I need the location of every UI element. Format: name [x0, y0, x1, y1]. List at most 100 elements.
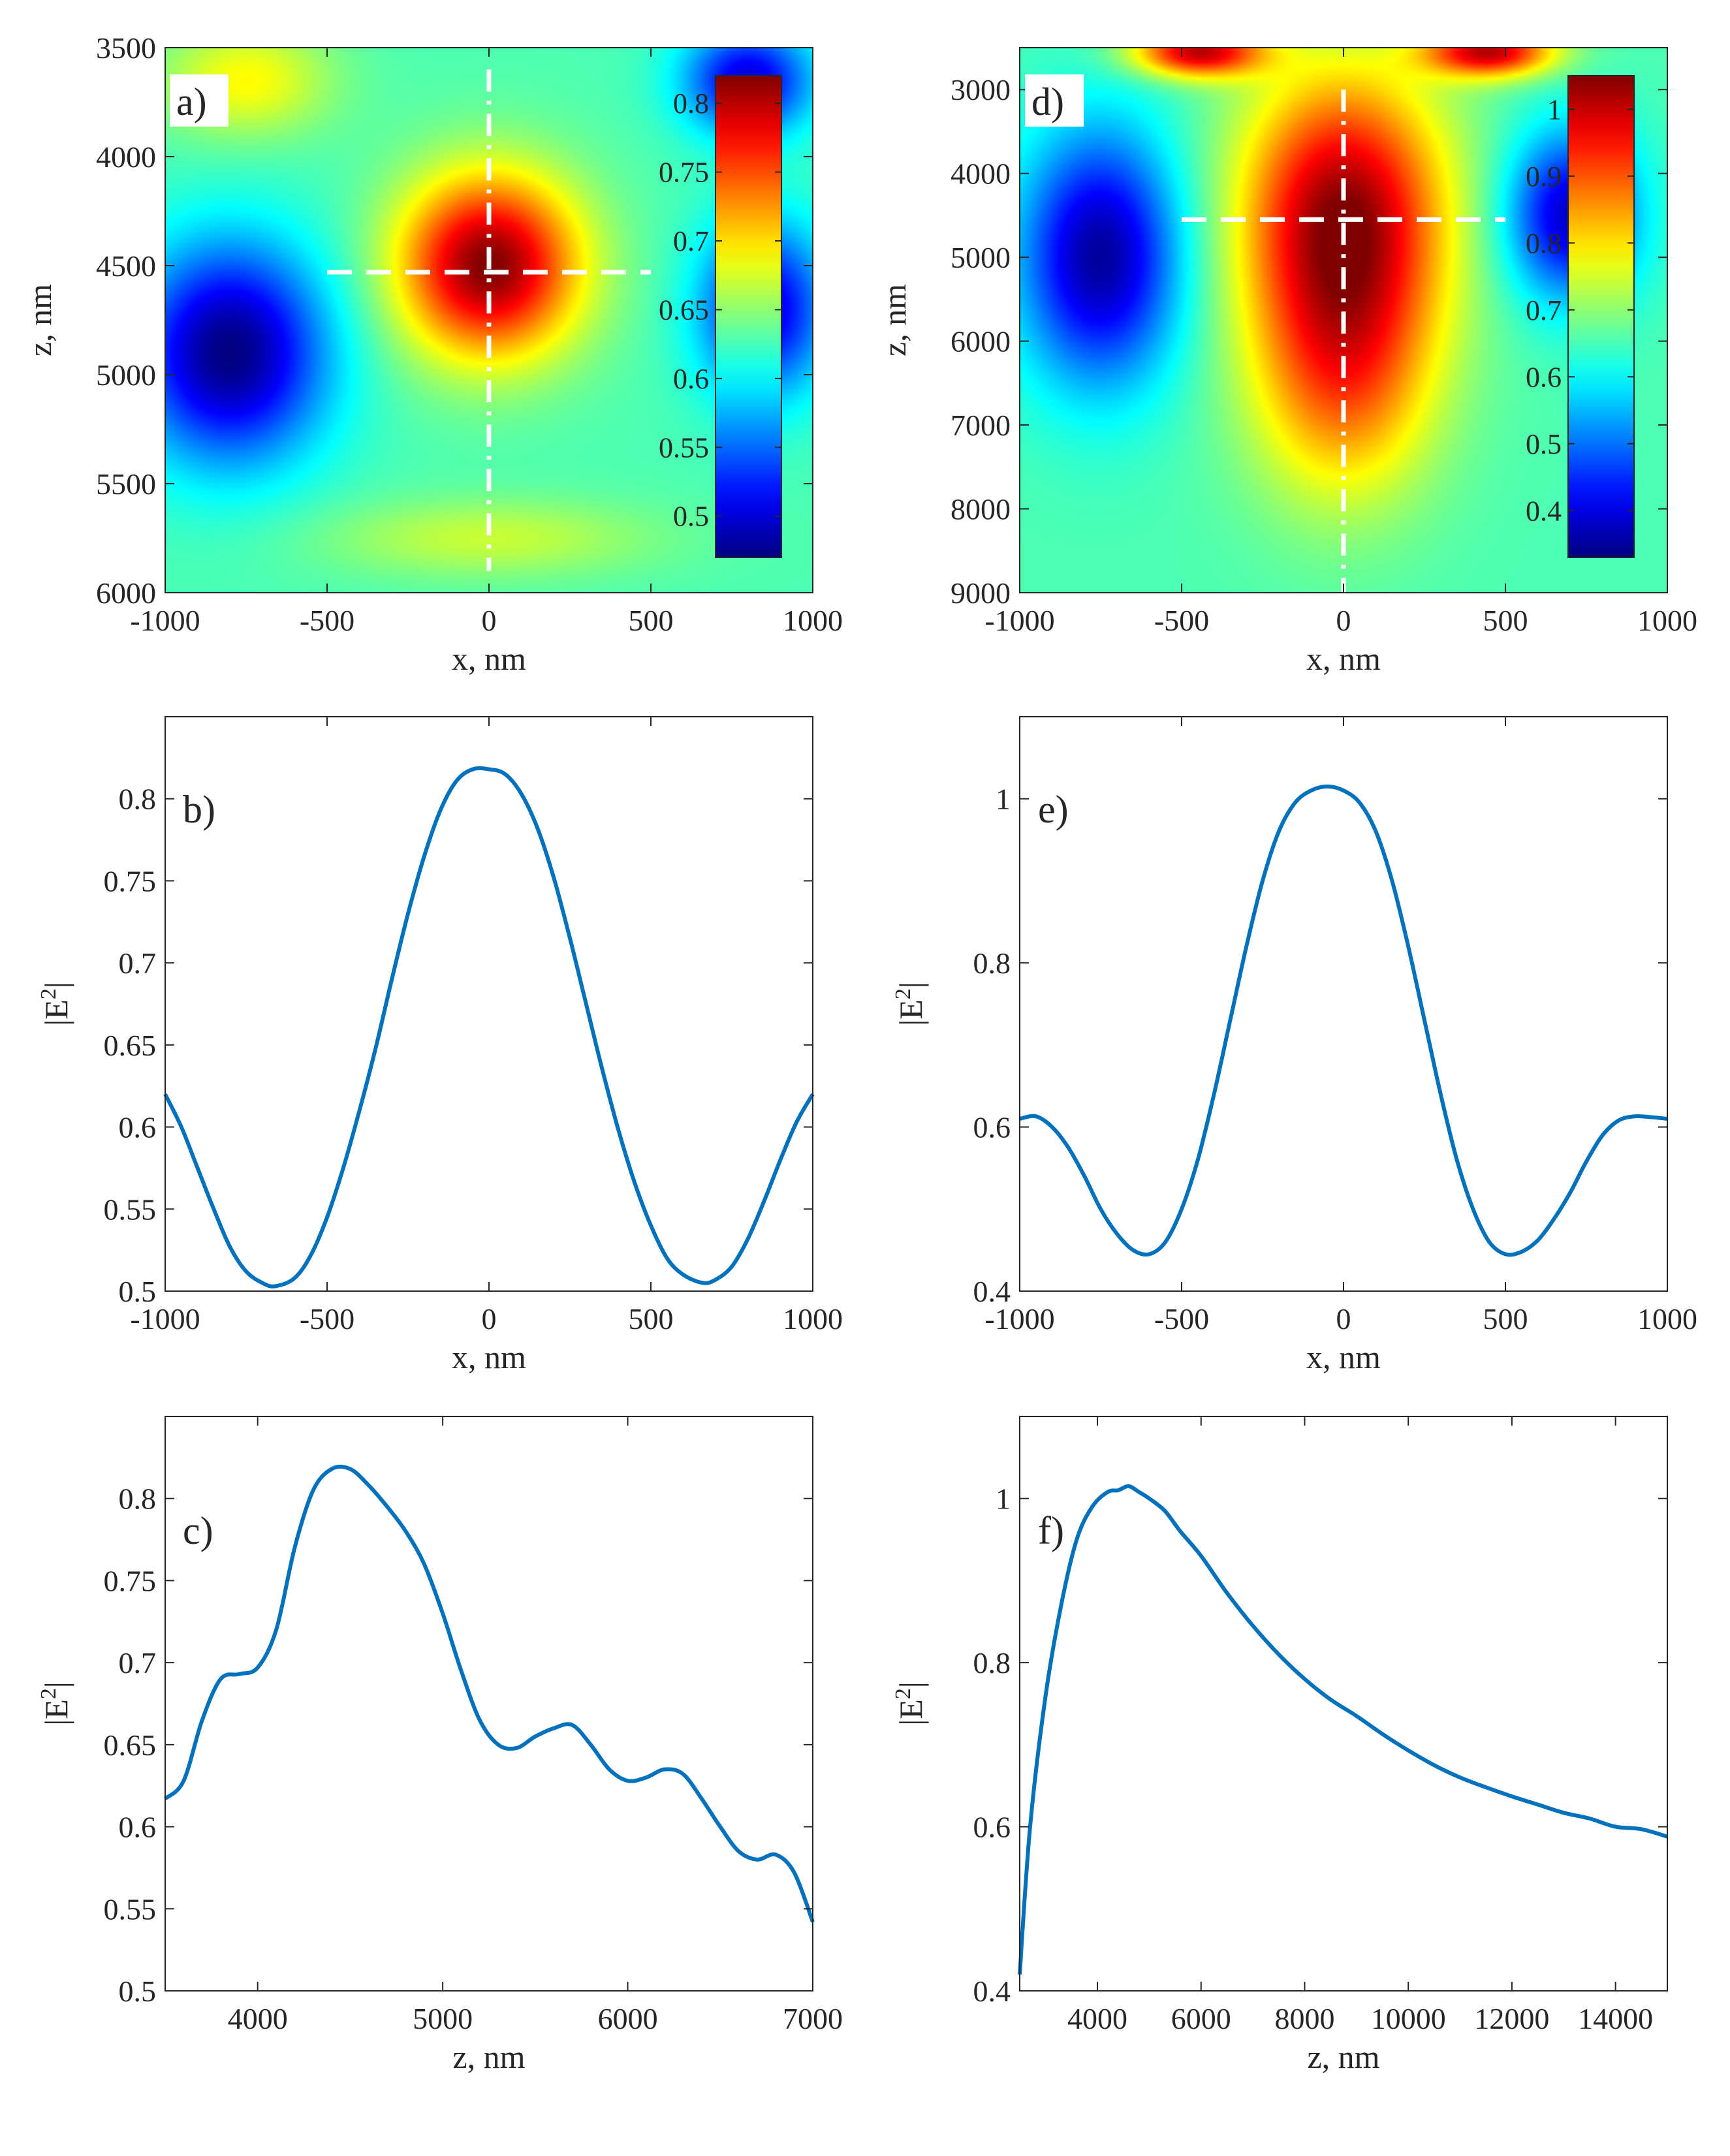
- x-tick-label: 1000: [1637, 1302, 1697, 1336]
- y-tick-label: 5000: [951, 241, 1011, 274]
- x-tick-label: 6000: [598, 2002, 658, 2035]
- y-axis-label: |E2|: [891, 1681, 929, 1726]
- plot-background: [1020, 1416, 1667, 1991]
- y-tick-label: 9000: [951, 576, 1011, 610]
- colorbar-tick-label: 0.4: [1526, 495, 1562, 527]
- y-tick-label: 0.6: [119, 1111, 157, 1144]
- line-panel-c: 4000 5000 6000 7000 0.5 0.55 0.6 0.65 0.7 0.75 0.8…: [37, 1416, 843, 2075]
- x-tick-label: 10000: [1371, 2002, 1446, 2035]
- y-tick-label: 0.7: [119, 946, 157, 980]
- x-tick-label: 0: [1336, 604, 1351, 637]
- y-tick-label: 0.8: [119, 1482, 157, 1516]
- colorbar: [715, 75, 782, 558]
- colorbar-tick-label: 0.5: [1526, 428, 1562, 460]
- y-tick-label: 1: [996, 783, 1011, 816]
- y-tick-label: 0.75: [104, 864, 157, 898]
- line-panel-e: -1000 -500 0 500 1000 0.4 0.6 0.8 1 x, nm |E2| e): [891, 716, 1697, 1375]
- heatmap-panel-a: -1000 -500 0 500 1000 3500 4000 4500 5000 5500 600…: [22, 31, 843, 677]
- x-tick-label: 0: [482, 604, 497, 637]
- plot-background: [165, 717, 813, 1291]
- colorbar-tick-label: 0.55: [659, 431, 709, 463]
- panel-label: b): [183, 788, 215, 831]
- x-tick-label: 1000: [783, 604, 843, 637]
- y-tick-label: 0.6: [119, 1811, 157, 1844]
- x-tick-label: -1000: [130, 604, 200, 637]
- colorbar-tick-label: 0.5: [673, 501, 709, 533]
- plot-background: [165, 1416, 813, 1991]
- x-tick-label: -500: [1154, 1302, 1209, 1336]
- colorbar-tick-label: 0.9: [1526, 161, 1562, 193]
- y-tick-label: 0.65: [104, 1029, 157, 1062]
- series-line: [163, 1464, 815, 1923]
- y-axis-label: z, nm: [876, 284, 913, 356]
- y-tick-label: 4500: [96, 249, 156, 283]
- x-tick-label: 4000: [1067, 2002, 1127, 2035]
- x-tick-label: 8000: [1274, 2002, 1334, 2035]
- y-tick-label: 4000: [96, 140, 156, 174]
- x-tick-label: 500: [1483, 1302, 1528, 1336]
- y-tick-label: 5500: [96, 467, 156, 501]
- y-tick-label: 0.4: [973, 1275, 1011, 1308]
- panel-label: d): [1031, 80, 1064, 123]
- x-tick-label: 6000: [1171, 2002, 1231, 2035]
- y-tick-label: 6000: [951, 325, 1011, 358]
- colorbar-tick-label: 0.7: [1526, 294, 1562, 326]
- x-tick-label: -1000: [130, 1302, 200, 1336]
- series-line: [163, 766, 815, 1289]
- panel-label: f): [1038, 1509, 1064, 1552]
- y-tick-label: 7000: [951, 409, 1011, 442]
- panel-label-box: [1025, 74, 1084, 127]
- y-tick-label: 0.55: [104, 1892, 157, 1926]
- y-tick-label: 8000: [951, 493, 1011, 526]
- colorbar-tick-label: 0.8: [1526, 227, 1562, 259]
- plot-frame-c: [165, 1416, 813, 1992]
- y-tick-label: 0.65: [104, 1728, 157, 1762]
- colorbar-tick-label: 0.7: [673, 225, 709, 257]
- y-tick-label: 1: [996, 1482, 1011, 1516]
- x-axis-label: x, nm: [1306, 1339, 1381, 1375]
- x-tick-label: 0: [1336, 1302, 1351, 1336]
- panel-label: a): [176, 80, 207, 123]
- y-tick-label: 3000: [951, 73, 1011, 106]
- panel-label-box: [170, 74, 228, 127]
- y-tick-label: 0.8: [973, 946, 1011, 980]
- y-tick-label: 0.5: [119, 1275, 157, 1308]
- line-panel-b: -1000 -500 0 500 1000 0.5 0.55 0.6 0.65 0.7 0.75 0.…: [37, 716, 843, 1375]
- y-tick-label: 5000: [96, 358, 156, 392]
- y-tick-label: 0.75: [104, 1564, 157, 1597]
- x-tick-label: 7000: [783, 2002, 843, 2035]
- x-tick-label: 1000: [783, 1302, 843, 1336]
- series-line: [1019, 784, 1668, 1257]
- colorbar-tick-label: 0.75: [659, 157, 709, 189]
- y-tick-label: 0.4: [973, 1975, 1011, 2008]
- y-tick-label: 0.8: [973, 1646, 1011, 1679]
- x-tick-label: 500: [1483, 604, 1528, 637]
- panel-label: c): [183, 1509, 213, 1552]
- y-tick-label: 6000: [96, 576, 156, 610]
- y-tick-label: 0.55: [104, 1193, 157, 1226]
- y-axis-label: |E2|: [37, 982, 74, 1026]
- x-tick-label: 4000: [228, 2002, 288, 2035]
- x-tick-label: -1000: [984, 1302, 1054, 1336]
- y-tick-label: 0.5: [119, 1975, 157, 2008]
- colorbar-tick-label: 0.65: [659, 294, 709, 326]
- x-tick-label: -500: [300, 604, 354, 637]
- x-axis-label: z, nm: [1307, 2039, 1379, 2075]
- x-axis-label: x, nm: [452, 1339, 526, 1375]
- colorbar-tick-label: 0.6: [1526, 361, 1562, 393]
- y-tick-label: 4000: [951, 157, 1011, 191]
- x-axis-label: x, nm: [1306, 640, 1381, 677]
- panel-label: e): [1038, 788, 1069, 831]
- heatmap-panel-d: -1000 -500 0 500 1000 3000 4000 5000 6000 7000 800…: [876, 47, 1697, 677]
- x-axis-label: z, nm: [452, 2039, 525, 2075]
- x-tick-label: 1000: [1637, 604, 1697, 637]
- y-tick-label: 3500: [96, 31, 156, 65]
- plot-background: [1020, 717, 1667, 1291]
- x-tick-label: 14000: [1578, 2002, 1653, 2035]
- x-axis-label: x, nm: [452, 640, 526, 677]
- y-axis-label: |E2|: [891, 982, 929, 1026]
- y-axis-label: |E2|: [37, 1681, 74, 1726]
- colorbar-tick-label: 0.6: [673, 363, 709, 395]
- x-tick-label: 5000: [413, 2002, 473, 2035]
